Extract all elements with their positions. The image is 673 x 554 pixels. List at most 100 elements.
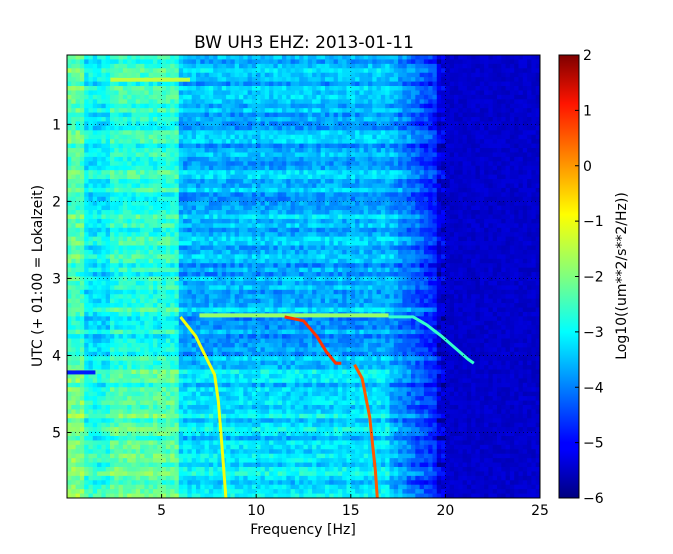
heatmap-cell	[234, 205, 240, 211]
heatmap-cell	[97, 112, 102, 118]
heatmap-cell	[144, 294, 150, 300]
heatmap-cell	[256, 369, 261, 375]
heatmap-cell	[273, 316, 279, 322]
heatmap-cell	[239, 422, 244, 428]
heatmap-cell	[101, 241, 107, 246]
heatmap-cell	[178, 276, 184, 282]
heatmap-cell	[148, 81, 154, 87]
heatmap-cell	[234, 360, 240, 366]
heatmap-cell	[131, 489, 137, 494]
heatmap-cell	[277, 103, 283, 109]
heatmap-cell	[148, 462, 154, 468]
heatmap-cell	[127, 471, 132, 477]
heatmap-cell	[135, 493, 141, 499]
heatmap-cell	[135, 156, 141, 162]
heatmap-cell	[131, 214, 137, 220]
heatmap-cell	[226, 103, 231, 109]
heatmap-cell	[256, 285, 261, 291]
heatmap-cell	[92, 311, 98, 317]
heatmap-cell	[118, 382, 124, 388]
heatmap-cell	[260, 334, 266, 339]
heatmap-cell	[204, 192, 210, 198]
heatmap-cell	[174, 427, 180, 432]
heatmap-cell	[71, 258, 76, 264]
heatmap-cell	[92, 134, 98, 140]
heatmap-cell	[88, 241, 94, 246]
heatmap-cell	[67, 210, 72, 215]
heatmap-cell	[277, 254, 283, 260]
heatmap-cell	[84, 86, 89, 91]
heatmap-cell	[75, 311, 81, 317]
heatmap-cell	[234, 241, 240, 246]
heatmap-cell	[196, 267, 201, 273]
heatmap-cell	[114, 338, 119, 344]
heatmap-cell	[183, 192, 188, 198]
heatmap-cell	[118, 112, 124, 118]
heatmap-cell	[260, 489, 266, 494]
heatmap-cell	[213, 68, 218, 74]
heatmap-cell	[230, 294, 236, 300]
heatmap-cell	[114, 289, 119, 295]
heatmap-cell	[256, 276, 261, 282]
heatmap-cell	[213, 334, 218, 339]
heatmap-cell	[92, 103, 98, 109]
heatmap-cell	[165, 396, 171, 401]
heatmap-cell	[247, 77, 253, 82]
heatmap-cell	[75, 117, 81, 122]
heatmap-cell	[273, 187, 279, 193]
heatmap-cell	[118, 369, 124, 375]
heatmap-cell	[183, 254, 188, 260]
heatmap-cell	[127, 272, 132, 277]
heatmap-cell	[114, 227, 119, 233]
heatmap-cell	[135, 143, 141, 149]
heatmap-cell	[131, 108, 137, 113]
heatmap-cell	[221, 170, 227, 176]
heatmap-cell	[269, 276, 274, 282]
heatmap-cell	[239, 365, 244, 370]
heatmap-cell	[110, 263, 115, 269]
heatmap-cell	[178, 453, 184, 459]
heatmap-cell	[187, 112, 193, 118]
heatmap-cell	[144, 99, 150, 105]
heatmap-cell	[157, 81, 162, 87]
heatmap-cell	[269, 117, 274, 122]
heatmap-cell	[131, 289, 137, 295]
heatmap-cell	[110, 351, 115, 357]
heatmap-cell	[144, 418, 150, 424]
heatmap-cell	[183, 391, 188, 397]
heatmap-cell	[260, 338, 266, 344]
heatmap-cell	[260, 143, 266, 149]
heatmap-cell	[260, 422, 266, 428]
heatmap-cell	[131, 285, 137, 291]
heatmap-cell	[165, 453, 171, 459]
heatmap-cell	[226, 387, 231, 393]
heatmap-cell	[165, 90, 171, 96]
heatmap-cell	[101, 360, 107, 366]
heatmap-cell	[75, 267, 81, 273]
heatmap-cell	[200, 342, 205, 348]
heatmap-cell	[251, 192, 257, 198]
heatmap-cell	[247, 387, 253, 393]
heatmap-cell	[131, 227, 137, 233]
heatmap-cell	[256, 72, 261, 78]
heatmap-cell	[114, 263, 119, 269]
heatmap-cell	[131, 294, 137, 300]
heatmap-cell	[247, 117, 253, 122]
heatmap-cell	[71, 373, 76, 379]
heatmap-cell	[88, 427, 94, 432]
heatmap-cell	[157, 289, 162, 295]
heatmap-cell	[213, 365, 218, 370]
heatmap-cell	[114, 431, 119, 437]
heatmap-cell	[114, 311, 119, 317]
heatmap-cell	[148, 373, 154, 379]
heatmap-cell	[67, 55, 72, 60]
heatmap-cell	[191, 196, 197, 202]
heatmap-cell	[127, 453, 132, 459]
heatmap-cell	[260, 347, 266, 353]
heatmap-cell	[239, 236, 244, 242]
heatmap-cell	[217, 156, 223, 162]
heatmap-cell	[213, 236, 218, 242]
heatmap-cell	[277, 356, 283, 362]
heatmap-cell	[84, 373, 89, 379]
heatmap-cell	[204, 227, 210, 233]
